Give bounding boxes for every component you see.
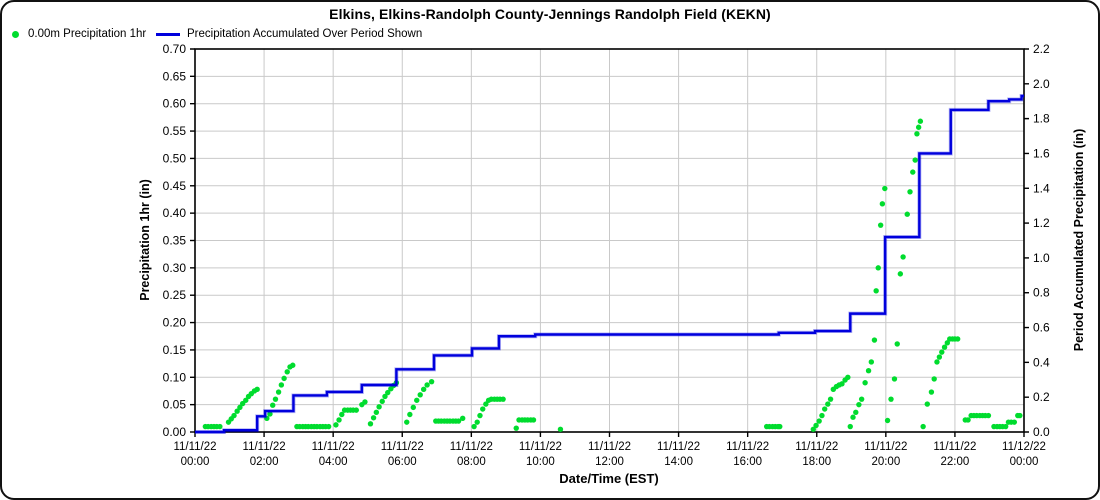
svg-text:0.8: 0.8 (1033, 286, 1050, 300)
svg-text:0.65: 0.65 (163, 69, 187, 83)
legend-item-precip-1hr: 0.00m Precipitation 1hr (10, 26, 146, 42)
precip-1hr-dots (202, 118, 1023, 432)
right-axis-ticks: 0.0 0.2 0.4 0.6 0.8 1.0 1.2 1.4 1.6 1.8 2.0 2.2 (1024, 42, 1050, 439)
svg-text:2.0: 2.0 (1033, 77, 1050, 91)
svg-text:0.55: 0.55 (163, 124, 187, 138)
svg-text:0.00: 0.00 (163, 425, 187, 439)
svg-text:2.2: 2.2 (1033, 42, 1050, 56)
svg-text:0.10: 0.10 (163, 370, 187, 384)
svg-text:0.15: 0.15 (163, 343, 187, 357)
svg-text:0.05: 0.05 (163, 398, 187, 412)
accumulated-precip-line (195, 94, 1024, 434)
left-axis-ticks: 0.00 0.05 0.10 0.15 0.20 0.25 0.30 0.35 0.40 0.45… (163, 42, 195, 439)
svg-text:1.4: 1.4 (1033, 181, 1050, 195)
svg-text:0.45: 0.45 (163, 179, 187, 193)
svg-text:0.2: 0.2 (1033, 390, 1050, 404)
left-axis-title: Precipitation 1hr (in) (138, 179, 152, 301)
legend-label-accumulated: Precipitation Accumulated Over Period Sh… (187, 28, 423, 40)
svg-text:1.0: 1.0 (1033, 251, 1050, 265)
svg-text:1.2: 1.2 (1033, 216, 1050, 230)
svg-text:0.60: 0.60 (163, 97, 187, 111)
gridlines (195, 48, 1024, 432)
blue-line-marker-icon (156, 32, 180, 36)
svg-text:0.50: 0.50 (163, 151, 187, 165)
x-axis-title: Date/Time (EST) (559, 471, 659, 486)
svg-text:0.30: 0.30 (163, 261, 187, 275)
svg-text:0.35: 0.35 (163, 234, 187, 248)
svg-text:1.8: 1.8 (1033, 112, 1050, 126)
green-dot-marker-icon (12, 30, 19, 38)
svg-text:0.40: 0.40 (163, 206, 187, 220)
svg-text:0.0: 0.0 (1033, 425, 1050, 439)
legend-item-accumulated: Precipitation Accumulated Over Period Sh… (154, 26, 422, 42)
x-axis-ticks: 11/11/22 00:00 11/11/22 02:00 11/11/22 04:00 1… (173, 432, 1046, 468)
svg-text:0.4: 0.4 (1033, 355, 1050, 369)
svg-text:1.6: 1.6 (1033, 146, 1050, 160)
chart-title: Elkins, Elkins-Randolph County-Jennings … (329, 6, 771, 22)
svg-text:0.70: 0.70 (163, 42, 187, 56)
svg-text:0.25: 0.25 (163, 288, 187, 302)
legend-label-precip-1hr: 0.00m Precipitation 1hr (28, 28, 147, 40)
svg-text:0.20: 0.20 (163, 316, 187, 330)
legend: 0.00m Precipitation 1hr Precipitation Ac… (2, 26, 1098, 42)
svg-text:0.6: 0.6 (1033, 321, 1050, 335)
right-axis-title: Period Accumulated Precipitation (in) (1072, 128, 1086, 352)
